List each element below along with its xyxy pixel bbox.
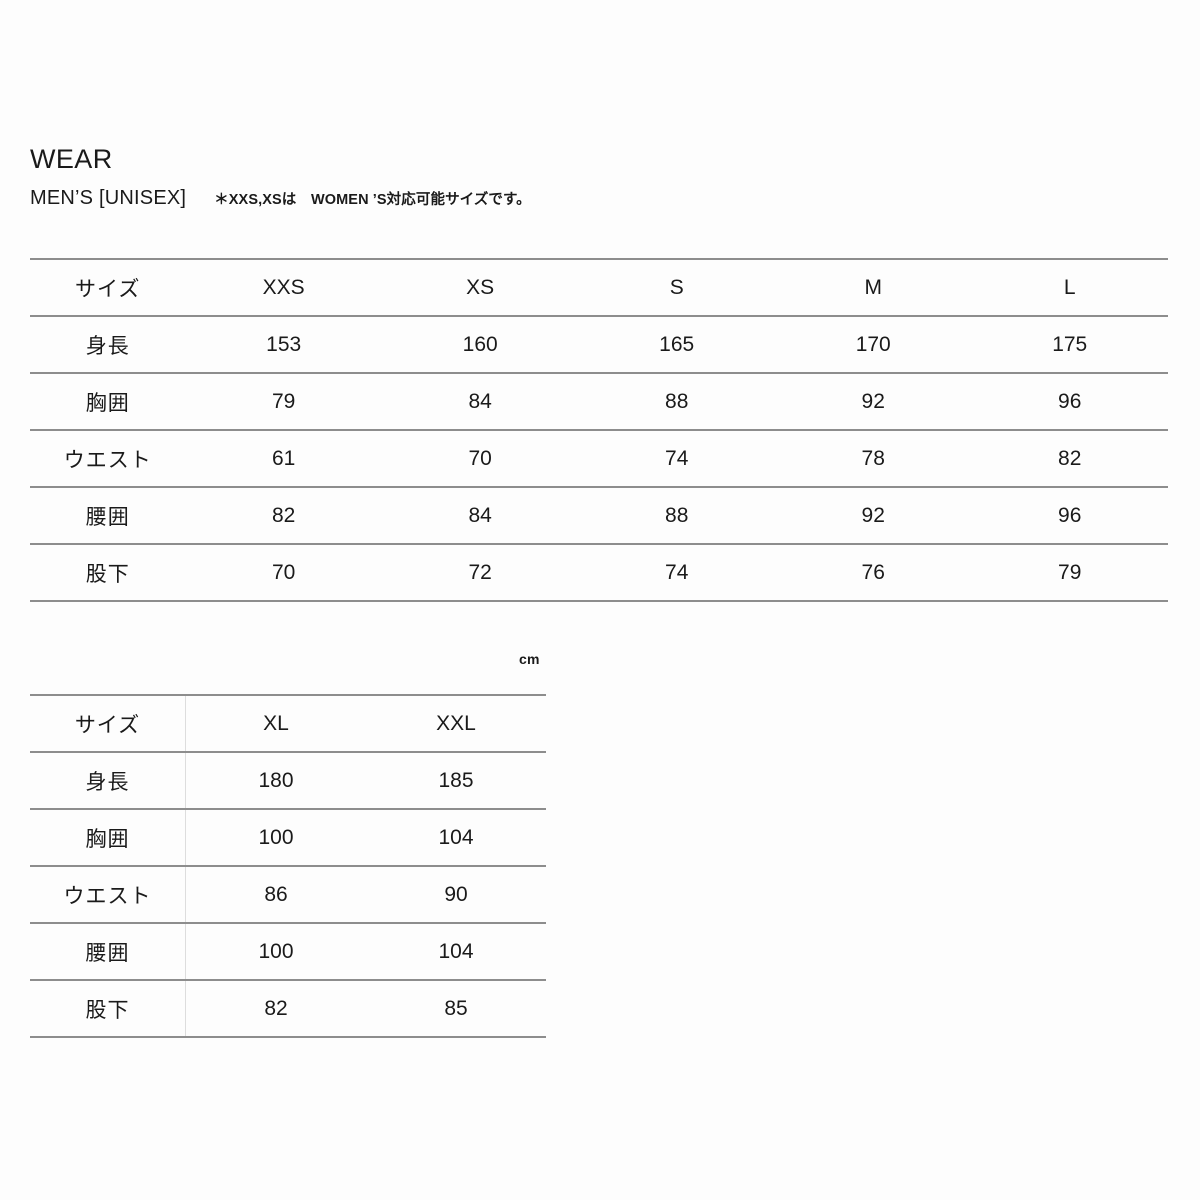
cell-height-xxs: 153 xyxy=(185,315,382,373)
table-row: 胸囲 100 104 xyxy=(30,808,546,866)
cell-chest-xxl: 104 xyxy=(366,808,546,866)
size-table-main: サイズ XXS XS S M L 身長 153 160 165 170 175 … xyxy=(30,258,1168,602)
category-line: MEN’S [UNISEX] ＊XXS,XSは WOMEN ’S対応可能サイズで… xyxy=(30,187,1170,210)
cell-height-s: 165 xyxy=(578,315,775,373)
cell-chest-xs: 84 xyxy=(381,372,579,430)
cell-waist-xxs: 61 xyxy=(185,429,382,487)
cell-chest-xl: 100 xyxy=(185,808,366,866)
column-header-xs: XS xyxy=(381,258,579,316)
cell-inseam-l: 79 xyxy=(971,543,1168,602)
cell-waist-m: 78 xyxy=(774,429,972,487)
unit-label-cm: cm xyxy=(519,651,540,667)
cell-inseam-xxl: 85 xyxy=(366,979,546,1038)
cell-waist-l: 82 xyxy=(971,429,1168,487)
table-row: 身長 180 185 xyxy=(30,751,546,809)
cell-hip-l: 96 xyxy=(971,486,1168,544)
cell-inseam-xs: 72 xyxy=(381,543,579,602)
row-label-chest: 胸囲 xyxy=(30,372,186,430)
row-label-waist-alt: ウエスト xyxy=(30,865,186,923)
table-alt-body: サイズ XL XXL 身長 180 185 胸囲 100 104 ウエスト 86… xyxy=(30,694,546,1038)
cell-hip-xl: 100 xyxy=(185,922,366,980)
cell-hip-m: 92 xyxy=(774,486,972,544)
category-label: MEN’S [UNISEX] xyxy=(30,186,187,209)
cell-waist-xs: 70 xyxy=(381,429,579,487)
column-header-l: L xyxy=(971,258,1168,316)
table-row: 腰囲 82 84 88 92 96 xyxy=(30,486,1168,544)
cell-height-l: 175 xyxy=(971,315,1168,373)
cell-hip-xxs: 82 xyxy=(185,486,382,544)
size-table-extended: サイズ XL XXL 身長 180 185 胸囲 100 104 ウエスト 86… xyxy=(30,694,546,1038)
row-label-chest-alt: 胸囲 xyxy=(30,808,186,866)
row-label-inseam: 股下 xyxy=(30,543,186,602)
table-row: 腰囲 100 104 xyxy=(30,922,546,980)
column-header-xl: XL xyxy=(185,694,366,752)
table-row: 股下 82 85 xyxy=(30,979,546,1038)
table-row: ウエスト 86 90 xyxy=(30,865,546,923)
cell-height-xs: 160 xyxy=(381,315,579,373)
table-row: 股下 70 72 74 76 79 xyxy=(30,543,1168,602)
column-header-size: サイズ xyxy=(30,258,186,316)
column-header-s: S xyxy=(578,258,775,316)
cell-inseam-xl: 82 xyxy=(185,979,366,1038)
column-header-m: M xyxy=(774,258,972,316)
table-header-row: サイズ XL XXL xyxy=(30,694,546,752)
cell-hip-s: 88 xyxy=(578,486,775,544)
cell-waist-xxl: 90 xyxy=(366,865,546,923)
row-label-waist: ウエスト xyxy=(30,429,186,487)
table-main-body: サイズ XXS XS S M L 身長 153 160 165 170 175 … xyxy=(30,258,1168,602)
cell-height-m: 170 xyxy=(774,315,972,373)
page-title: WEAR xyxy=(30,144,113,174)
cell-chest-xxs: 79 xyxy=(185,372,382,430)
row-label-height: 身長 xyxy=(30,315,186,373)
row-label-height-alt: 身長 xyxy=(30,751,186,809)
cell-hip-xxl: 104 xyxy=(366,922,546,980)
cell-waist-xl: 86 xyxy=(185,865,366,923)
cell-height-xxl: 185 xyxy=(366,751,546,809)
cell-waist-s: 74 xyxy=(578,429,775,487)
cell-chest-l: 96 xyxy=(971,372,1168,430)
cell-inseam-s: 74 xyxy=(578,543,775,602)
table-row: ウエスト 61 70 74 78 82 xyxy=(30,429,1168,487)
row-label-inseam-alt: 股下 xyxy=(30,979,186,1038)
cell-chest-s: 88 xyxy=(578,372,775,430)
cell-inseam-m: 76 xyxy=(774,543,972,602)
row-label-hip-alt: 腰囲 xyxy=(30,922,186,980)
header-block: WEAR MEN’S [UNISEX] ＊XXS,XSは WOMEN ’S対応可… xyxy=(30,144,1170,210)
cell-chest-m: 92 xyxy=(774,372,972,430)
table-row: 身長 153 160 165 170 175 xyxy=(30,315,1168,373)
cell-height-xl: 180 xyxy=(185,751,366,809)
column-header-xxs: XXS xyxy=(185,258,382,316)
cell-hip-xs: 84 xyxy=(381,486,579,544)
cell-inseam-xxs: 70 xyxy=(185,543,382,602)
table-row: 胸囲 79 84 88 92 96 xyxy=(30,372,1168,430)
size-note: ＊XXS,XSは WOMEN ’S対応可能サイズです。 xyxy=(214,191,531,208)
table-header-row: サイズ XXS XS S M L xyxy=(30,258,1168,316)
row-label-hip: 腰囲 xyxy=(30,486,186,544)
column-header-size-alt: サイズ xyxy=(30,694,186,752)
column-header-xxl: XXL xyxy=(366,694,546,752)
